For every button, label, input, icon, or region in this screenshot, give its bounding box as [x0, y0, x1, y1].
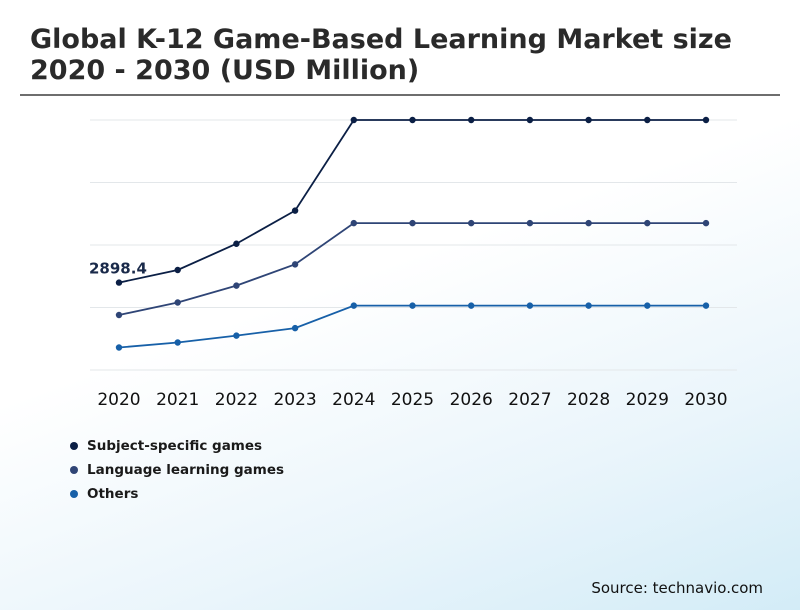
x-tick-label: 2024 [332, 390, 375, 410]
data-point [291, 324, 299, 332]
chart-title: Global K-12 Game-Based Learning Market s… [30, 24, 732, 86]
data-point [233, 282, 240, 289]
data-point [585, 302, 592, 309]
data-point [350, 302, 357, 309]
data-point [702, 302, 710, 309]
data-point [409, 116, 416, 124]
legend-marker-icon [70, 490, 78, 498]
x-tick-label: 2029 [626, 390, 669, 410]
x-tick-label: 2028 [567, 390, 610, 410]
legend-item-others: Others [70, 482, 284, 506]
data-point [350, 219, 357, 227]
x-tick-label: 2020 [97, 390, 140, 410]
data-point [350, 116, 357, 124]
data-point [115, 279, 123, 286]
data-point [702, 116, 710, 124]
data-point [585, 219, 592, 227]
x-tick-label: 2027 [508, 390, 551, 410]
data-point [233, 332, 240, 339]
x-tick-label: 2022 [215, 390, 258, 410]
x-tick-label: 2021 [156, 390, 199, 410]
data-point [526, 302, 534, 309]
data-point [526, 219, 534, 227]
data-label: 2898.4 [89, 260, 147, 278]
legend-marker-icon [70, 466, 78, 474]
title-divider [20, 94, 780, 96]
data-point [585, 116, 592, 124]
legend-marker-icon [70, 442, 78, 450]
data-point [644, 302, 651, 309]
data-point [291, 261, 299, 268]
legend-label: Language learning games [87, 462, 285, 478]
x-tick-label: 2023 [273, 390, 316, 410]
legend-label: Subject-specific games [87, 438, 263, 454]
data-point [233, 240, 240, 247]
legend-item-subject-specific: Subject-specific games [70, 434, 284, 458]
data-point [115, 311, 123, 319]
series-line-1 [118, 119, 706, 284]
data-point [115, 344, 123, 351]
data-point [174, 266, 181, 274]
x-tick-label: 2026 [450, 390, 493, 410]
data-point [644, 116, 651, 124]
data-point [468, 116, 475, 124]
data-point [702, 219, 710, 227]
data-point [409, 219, 416, 227]
legend-item-language-learning: Language learning games [70, 458, 284, 482]
data-point [291, 207, 299, 214]
data-point [468, 219, 475, 227]
legend-label: Others [87, 486, 139, 502]
data-point [526, 116, 534, 124]
x-tick-label: 2030 [684, 390, 727, 410]
x-tick-label: 2025 [391, 390, 434, 410]
series-line-3 [118, 304, 706, 349]
source-label: Source: technavio.com [591, 579, 763, 597]
data-point [174, 339, 181, 346]
data-point [644, 219, 651, 227]
data-point [468, 302, 475, 309]
data-point [174, 299, 181, 306]
series-line-2 [118, 222, 706, 316]
data-point [409, 302, 416, 309]
legend: Subject-specific games Language learning… [70, 434, 284, 506]
